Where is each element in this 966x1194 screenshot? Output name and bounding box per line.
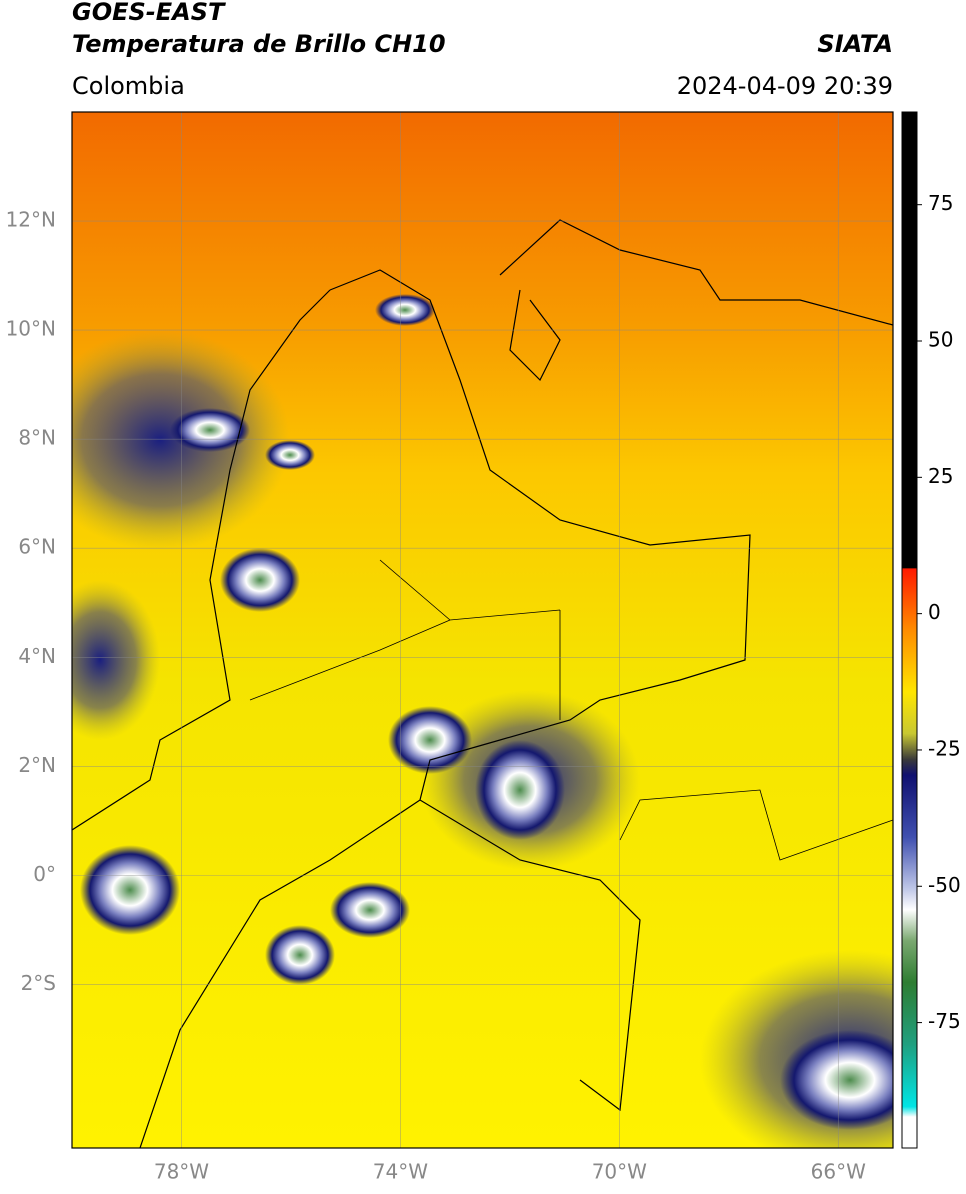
- y-tick-label: 2°N: [18, 753, 56, 777]
- colorbar-tick-label: 0: [928, 600, 941, 624]
- y-tick-label: 6°N: [18, 535, 56, 559]
- colorbar-tick-label: 50: [928, 328, 953, 352]
- y-tick-label: 2°S: [21, 971, 56, 995]
- subtitle: Temperatura de Brillo CH10: [72, 30, 446, 58]
- region: Colombia: [72, 72, 185, 100]
- satellite-image: [72, 112, 893, 1148]
- timestamp: 2024-04-09 20:39: [677, 72, 893, 100]
- title: GOES-EAST: [72, 0, 226, 26]
- colorbar-tick-label: -25: [928, 736, 961, 760]
- colorbar-tick-label: 75: [928, 191, 953, 215]
- y-tick-label: 4°N: [18, 644, 56, 668]
- y-tick-label: 0°: [33, 862, 56, 886]
- map-frame: [71, 111, 894, 1149]
- x-tick-label: 74°W: [373, 1160, 428, 1184]
- x-tick-label: 66°W: [811, 1160, 866, 1184]
- y-tick-label: 10°N: [6, 317, 56, 341]
- x-tick-label: 70°W: [592, 1160, 647, 1184]
- y-tick-label: 12°N: [6, 208, 56, 232]
- source: SIATA: [817, 30, 893, 58]
- colorbar-tick-label: 25: [928, 464, 953, 488]
- colorbar: [901, 111, 918, 1149]
- x-tick-label: 78°W: [154, 1160, 209, 1184]
- colorbar-tick-label: -75: [928, 1009, 961, 1033]
- y-tick-label: 8°N: [18, 426, 56, 450]
- colorbar-tick-label: -50: [928, 873, 961, 897]
